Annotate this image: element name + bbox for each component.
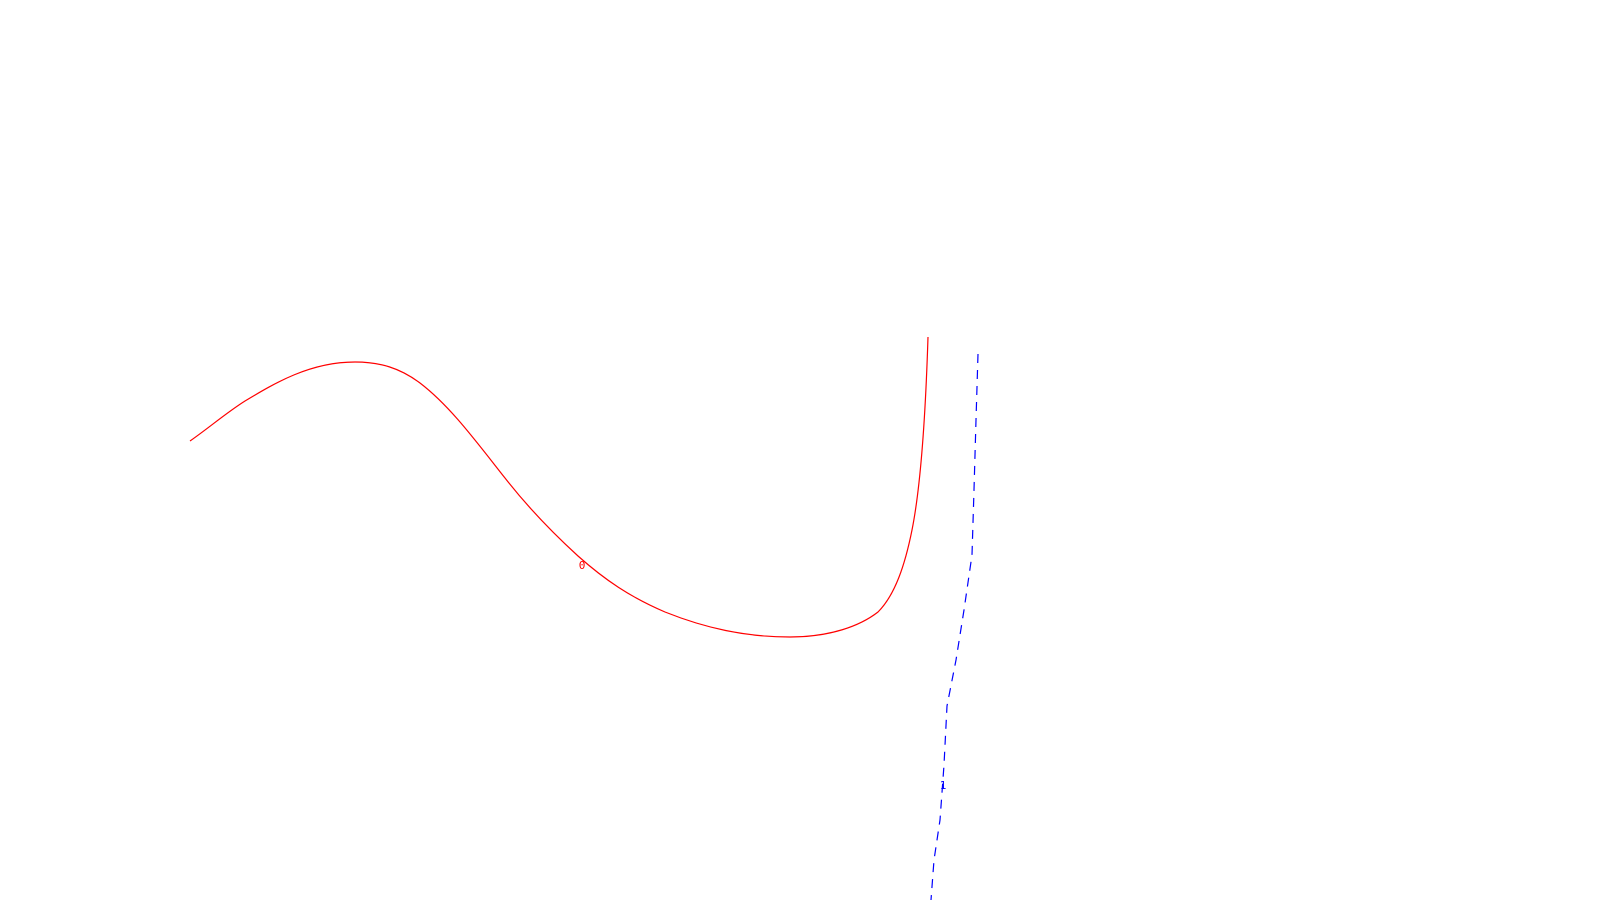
series-0-label: 0 <box>579 559 586 572</box>
series-1-curve <box>930 353 979 900</box>
series-1-label: 1 <box>940 779 947 792</box>
series-0-curve <box>189 336 929 638</box>
